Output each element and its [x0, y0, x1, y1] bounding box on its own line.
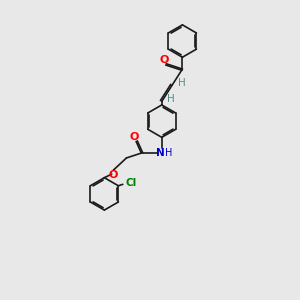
Text: O: O — [159, 55, 169, 64]
Text: Cl: Cl — [125, 178, 136, 188]
Text: H: H — [167, 94, 175, 104]
Text: H: H — [165, 148, 172, 158]
Text: O: O — [129, 132, 139, 142]
Text: N: N — [156, 148, 165, 158]
Text: O: O — [109, 170, 118, 180]
Text: H: H — [178, 78, 185, 88]
